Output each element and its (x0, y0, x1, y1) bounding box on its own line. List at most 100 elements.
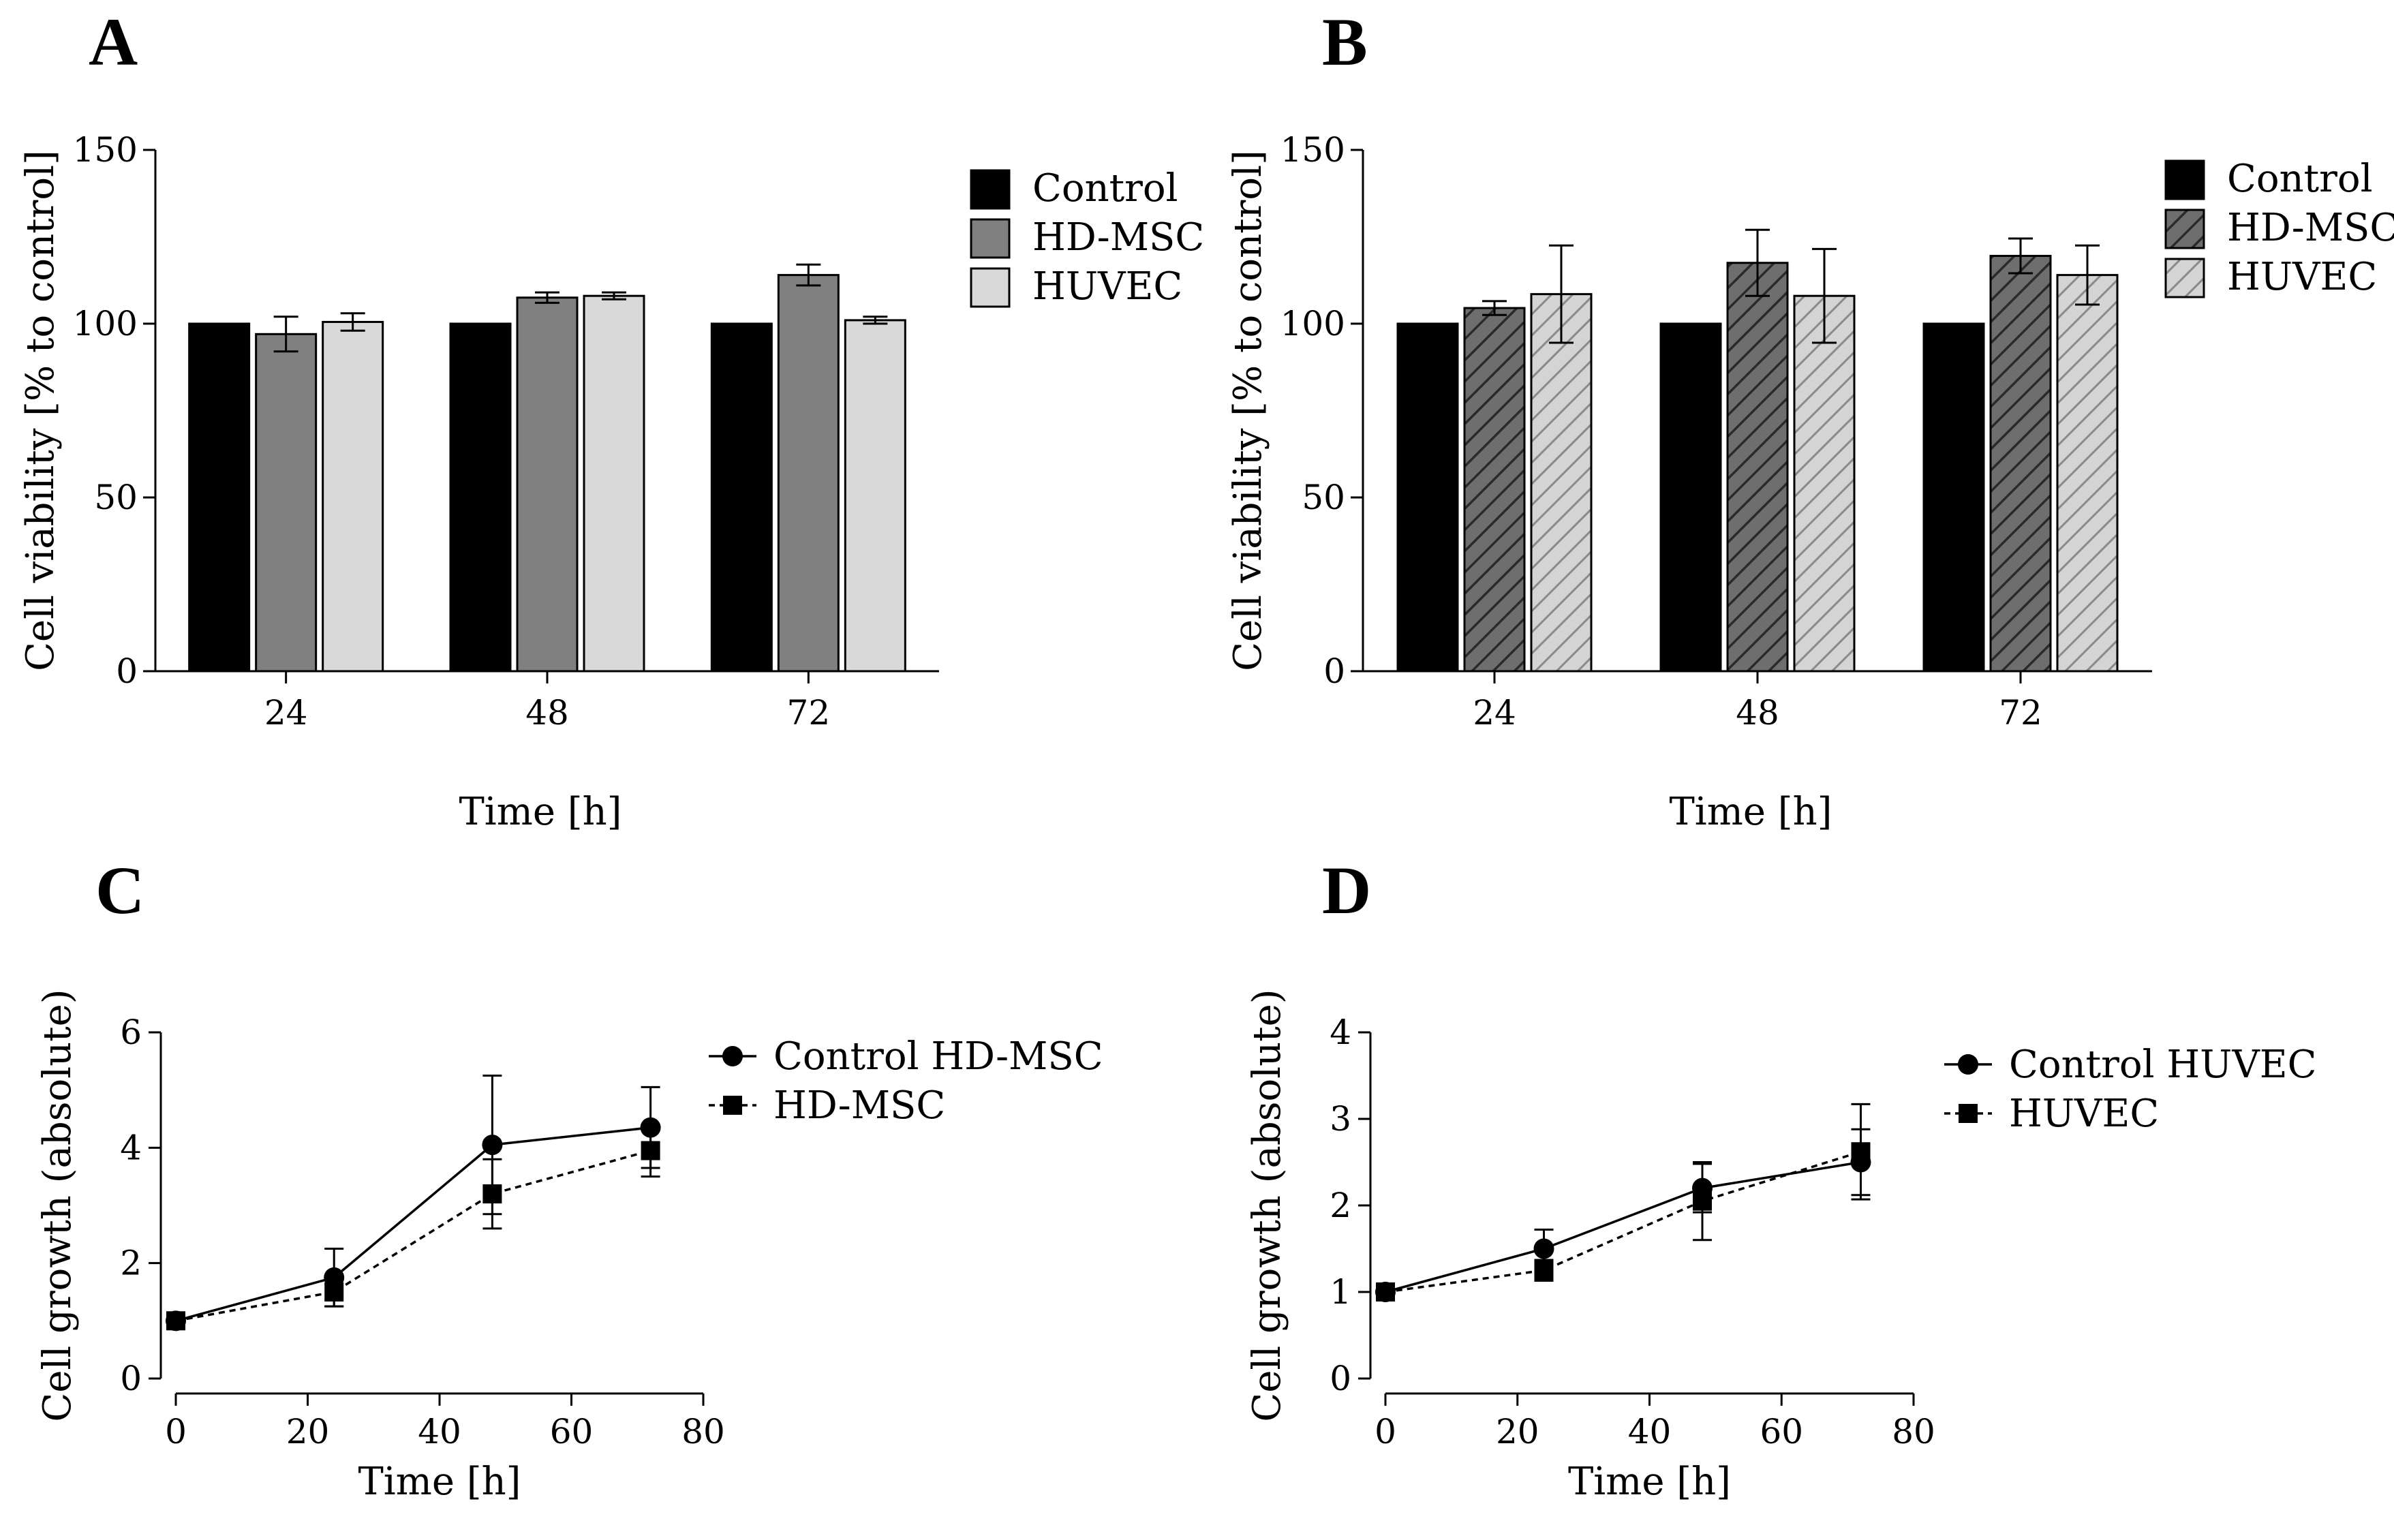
data-point-circle (482, 1135, 503, 1156)
y-tick-label: 50 (1302, 478, 1345, 517)
bar-huvec-48 (583, 294, 645, 673)
data-point-square (1693, 1191, 1712, 1211)
legend-marker-square (1959, 1104, 1978, 1123)
y-tick-label: 4 (120, 1128, 142, 1167)
y-axis-title: Cell viability [% to control] (18, 150, 63, 671)
x-axis-title: Time [h] (1568, 1460, 1731, 1504)
legend-label: HD-MSC (773, 1083, 945, 1128)
x-tick-label: 24 (1473, 693, 1516, 733)
data-point-square (324, 1282, 344, 1302)
panel-letter-d: D (1322, 852, 1371, 928)
panel-letter-b: B (1322, 4, 1368, 80)
x-tick-label: 20 (1496, 1412, 1539, 1451)
bar-huvec-72 (844, 319, 906, 673)
legend-label: Control (2227, 157, 2373, 201)
y-axis-title: Cell viability [% to control] (1226, 150, 1270, 671)
legend-swatch (2164, 209, 2205, 249)
bar-control-72 (710, 322, 773, 673)
legend-label: Control HD-MSC (773, 1034, 1103, 1079)
x-tick-label: 40 (1628, 1412, 1672, 1451)
bar-hd-msc-72 (1989, 255, 2052, 673)
data-point-square (482, 1184, 502, 1204)
y-tick-label: 3 (1330, 1099, 1351, 1139)
x-tick-label: 60 (550, 1412, 594, 1451)
y-tick-label: 0 (116, 651, 138, 691)
y-tick-label: 0 (1323, 651, 1345, 691)
legend-label: Control HUVEC (2009, 1043, 2317, 1087)
legend-swatch (970, 218, 1011, 259)
x-tick-label: 24 (264, 693, 308, 733)
data-point-square (1376, 1282, 1395, 1302)
data-point-circle (1533, 1238, 1554, 1259)
legend-label: HD-MSC (2227, 206, 2394, 250)
y-tick-label: 100 (73, 304, 138, 343)
bar-huvec-24 (1530, 293, 1593, 673)
y-tick-label: 150 (73, 130, 138, 170)
x-tick-label: 48 (1736, 693, 1779, 733)
legend-marker-circle (722, 1046, 743, 1066)
y-tick-label: 1 (1330, 1272, 1351, 1312)
y-tick-label: 0 (120, 1359, 142, 1398)
bar-control-24 (188, 322, 251, 673)
data-point-square (1534, 1261, 1554, 1280)
series-line-hd-msc (175, 1149, 651, 1323)
data-point-square (166, 1311, 185, 1331)
y-tick-label: 100 (1280, 304, 1345, 343)
legend-label: HD-MSC (1032, 215, 1204, 260)
panel-letter-a: A (89, 4, 138, 80)
legend-swatch (2164, 258, 2205, 298)
y-axis-title: Cell growth (absolute) (1245, 989, 1289, 1421)
y-tick-label: 0 (1330, 1359, 1351, 1398)
legend-label: HUVEC (2227, 255, 2377, 299)
bar-control-72 (1922, 322, 1985, 673)
x-tick-label: 80 (681, 1412, 725, 1451)
x-tick-label: 72 (1999, 693, 2042, 733)
legend-label: Control (1032, 166, 1178, 211)
bar-huvec-48 (1793, 294, 1856, 673)
x-tick-label: 0 (165, 1412, 187, 1451)
data-point-square (1851, 1142, 1871, 1162)
bar-hd-msc-24 (255, 333, 318, 673)
panel-letter-c: C (95, 852, 144, 928)
y-axis-title: Cell growth (absolute) (35, 989, 80, 1421)
bar-hd-msc-24 (1463, 307, 1526, 673)
x-axis-title: Time [h] (459, 790, 621, 834)
bar-hd-msc-48 (516, 296, 579, 673)
x-tick-label: 0 (1375, 1412, 1396, 1451)
bar-hd-msc-72 (777, 274, 840, 673)
x-tick-label: 60 (1760, 1412, 1803, 1451)
legend-label: HUVEC (1032, 264, 1182, 309)
bar-control-24 (1396, 322, 1459, 673)
y-tick-label: 50 (94, 478, 138, 517)
panel-a-bar-chart: 0 50 100 150 24 48 72 Cell viability [% to cont… (18, 130, 1204, 834)
x-tick-label: 20 (286, 1412, 330, 1451)
bar-hd-msc-48 (1726, 262, 1789, 673)
y-tick-label: 6 (120, 1013, 142, 1052)
data-point-square (641, 1141, 660, 1160)
bar-huvec-24 (322, 320, 384, 673)
bar-huvec-72 (2056, 274, 2119, 673)
x-tick-label: 72 (787, 693, 831, 733)
y-tick-label: 4 (1330, 1013, 1351, 1052)
series-line-huvec (1385, 1150, 1862, 1293)
bar-control-48 (449, 322, 512, 673)
legend-marker-circle (1958, 1054, 1978, 1075)
panel-b-bar-chart: 0 50 100 150 24 48 72 Cell viability [% to cont… (1226, 130, 2394, 834)
y-tick-label: 2 (120, 1244, 142, 1283)
x-tick-label: 40 (418, 1412, 461, 1451)
legend-swatch (970, 267, 1011, 308)
x-tick-label: 80 (1892, 1412, 1935, 1451)
series-line-control-hd-msc (175, 1126, 651, 1323)
legend-marker-square (723, 1096, 742, 1115)
bar-control-48 (1659, 322, 1722, 673)
legend-label: HUVEC (2009, 1092, 2159, 1136)
legend-swatch (2164, 159, 2205, 200)
x-axis-title: Time [h] (358, 1460, 521, 1504)
x-tick-label: 48 (525, 693, 569, 733)
x-axis-title: Time [h] (1669, 790, 1832, 834)
series-line-control-huvec (1385, 1160, 1861, 1293)
y-tick-label: 150 (1280, 130, 1345, 170)
